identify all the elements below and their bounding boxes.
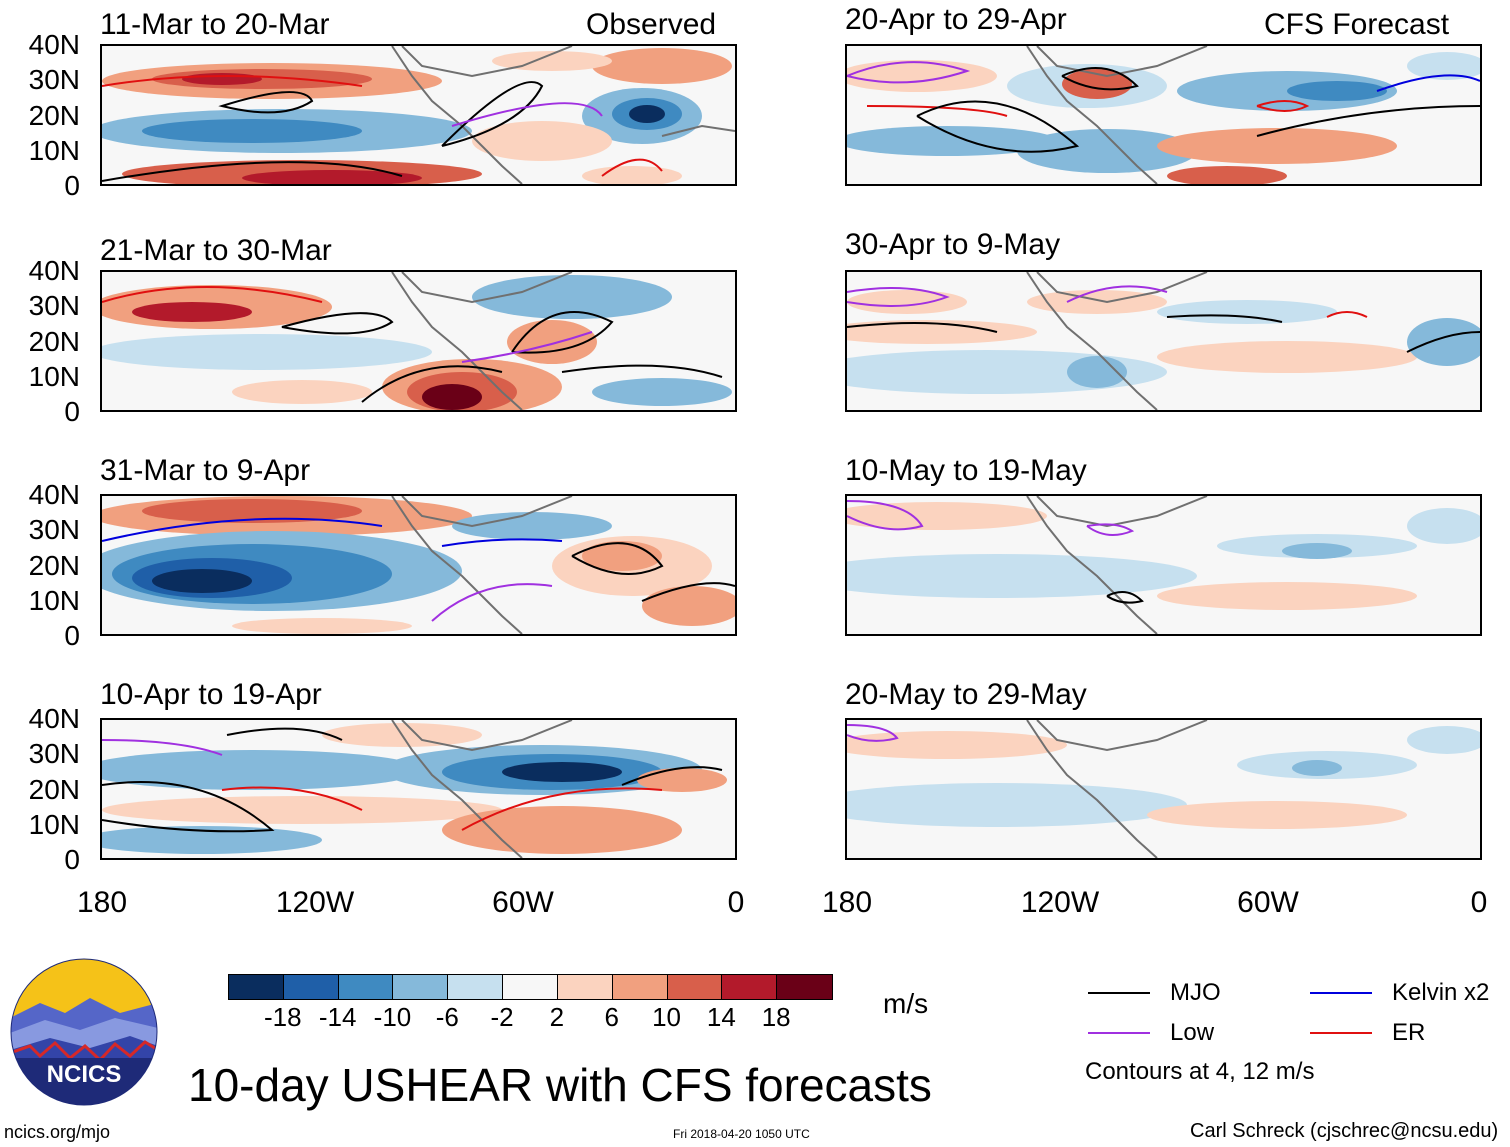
lon-label: 180 — [821, 886, 873, 919]
logo-text: NCICS — [47, 1061, 122, 1088]
lat-label: 30N — [28, 290, 80, 321]
legend-line-mjo — [1088, 992, 1150, 994]
legend-line-kelvin — [1310, 992, 1372, 994]
lon-label: 180 — [76, 886, 128, 919]
panel-title-r4: 20-May to 29-May — [845, 678, 1087, 711]
map-panel-l1 — [100, 44, 737, 186]
lat-label: 10N — [28, 361, 80, 392]
ncics-logo: NCICS — [10, 958, 158, 1106]
lon-label: 0 — [727, 886, 745, 919]
panel-title-r3: 10-May to 19-May — [845, 454, 1087, 487]
colorbar-segment — [557, 975, 613, 999]
lat-label: 10N — [28, 809, 80, 840]
lat-label: 40N — [28, 479, 80, 510]
panel-title-r1: 20-Apr to 29-Apr — [845, 3, 1067, 36]
colorbar-tick-label: 10 — [652, 1002, 681, 1032]
lat-label: 40N — [28, 255, 80, 286]
legend-label-mjo: MJO — [1170, 979, 1221, 1006]
map-panel-r3 — [845, 494, 1482, 636]
colorbar-segment — [393, 975, 449, 999]
map-panel-r2 — [845, 270, 1482, 412]
colorbar-segment — [777, 975, 832, 999]
legend-label-kelvin: Kelvin x2 — [1392, 979, 1490, 1006]
lat-label: 0 — [64, 620, 80, 651]
lon-label: 0 — [1470, 886, 1488, 919]
author-credit: Carl Schreck (cjschrec@ncsu.edu) — [1190, 1120, 1499, 1142]
colorbar-segment — [722, 975, 778, 999]
lat-label: 10N — [28, 585, 80, 616]
units-label: m/s — [883, 988, 929, 1019]
colorbar-segment — [229, 975, 284, 999]
colorbar-segment — [503, 975, 558, 999]
panel-title-r2: 30-Apr to 9-May — [845, 228, 1061, 261]
legend-line-er — [1310, 1032, 1372, 1034]
lat-label: 30N — [28, 514, 80, 545]
lat-label: 20N — [28, 774, 80, 805]
colorbar-tick-label: 14 — [706, 1002, 736, 1032]
lat-label: 0 — [64, 170, 80, 201]
lat-label: 20N — [28, 550, 80, 581]
lat-label: 20N — [28, 326, 80, 357]
colorbar — [228, 974, 833, 1000]
map-panel-l2 — [100, 270, 737, 412]
colorbar-segment — [448, 975, 504, 999]
lat-label: 0 — [64, 844, 80, 875]
lon-label: 120W — [1020, 886, 1100, 919]
colorbar-segment — [667, 975, 723, 999]
observed-tag: Observed — [586, 8, 717, 41]
map-panel-r1 — [845, 44, 1482, 186]
colorbar-labels: -18 -14 -10 -6 -2 2 6 10 14 18 — [228, 1004, 833, 1034]
map-panel-l3 — [100, 494, 737, 636]
panel-title-l1: 11-Mar to 20-Mar — [100, 8, 330, 41]
colorbar-segment — [283, 975, 339, 999]
lat-label: 40N — [28, 29, 80, 60]
panel-title-l3: 31-Mar to 9-Apr — [100, 454, 311, 487]
lon-label: 120W — [275, 886, 355, 919]
cfs-forecast-tag: CFS Forecast — [1264, 8, 1450, 41]
lat-label: 30N — [28, 64, 80, 95]
website-link[interactable]: ncics.org/mjo — [4, 1122, 111, 1142]
colorbar-tick-label: -18 — [264, 1002, 302, 1032]
colorbar-tick-label: -14 — [318, 1002, 357, 1032]
colorbar-tick-label: 6 — [604, 1002, 619, 1032]
panel-title-l4: 10-Apr to 19-Apr — [100, 678, 322, 711]
legend-label-low: Low — [1170, 1019, 1215, 1046]
lat-label: 30N — [28, 738, 80, 769]
map-panel-l4 — [100, 718, 737, 860]
lat-label: 40N — [28, 703, 80, 734]
timestamp: Fri 2018-04-20 1050 UTC — [673, 1127, 810, 1141]
colorbar-tick-label: -2 — [490, 1002, 514, 1032]
legend-line-low — [1088, 1032, 1150, 1034]
figure-title: 10-day USHEAR with CFS forecasts — [188, 1059, 932, 1111]
map-panel-r4 — [845, 718, 1482, 860]
panel-title-l2: 21-Mar to 30-Mar — [100, 234, 332, 267]
colorbar-tick-label: 2 — [549, 1002, 565, 1032]
contour-note: Contours at 4, 12 m/s — [1085, 1058, 1315, 1085]
colorbar-segment — [612, 975, 668, 999]
legend-label-er: ER — [1392, 1019, 1426, 1046]
colorbar-tick-label: 18 — [761, 1002, 791, 1032]
colorbar-tick-label: -6 — [435, 1002, 459, 1032]
lat-label: 10N — [28, 135, 80, 166]
lon-label: 60W — [1237, 886, 1299, 919]
lon-label: 60W — [492, 886, 554, 919]
lat-label: 20N — [28, 100, 80, 131]
colorbar-segment — [338, 975, 394, 999]
colorbar-tick-label: -10 — [373, 1002, 412, 1032]
lat-label: 0 — [64, 396, 80, 427]
